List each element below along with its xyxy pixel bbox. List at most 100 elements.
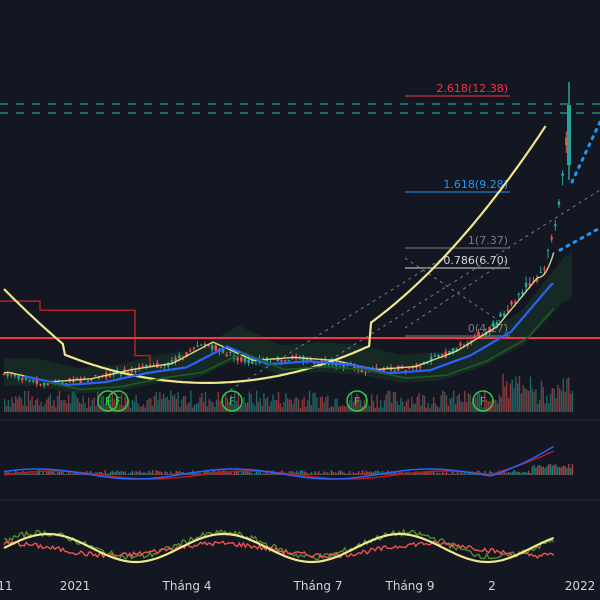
- volume-bar: [370, 394, 373, 412]
- volume-bar: [341, 405, 344, 412]
- volume-bar: [201, 393, 203, 412]
- candle-body: [492, 321, 495, 327]
- macd-histogram: [128, 473, 130, 475]
- macd-histogram: [179, 470, 181, 475]
- volume-bar: [195, 403, 198, 412]
- volume-bar: [400, 397, 402, 412]
- volume-bar: [447, 405, 450, 412]
- macd-histogram: [418, 472, 420, 475]
- volume-bar: [376, 394, 378, 412]
- macd-histogram: [177, 471, 179, 475]
- projection-dotted: [570, 120, 600, 184]
- volume-bar: [288, 399, 291, 412]
- volume-bar: [277, 392, 280, 412]
- candle-body: [429, 356, 433, 362]
- volume-bar: [454, 403, 457, 412]
- volume-bar: [184, 395, 187, 412]
- volume-bar: [217, 391, 219, 412]
- volume-bar: [137, 403, 139, 412]
- macd-histogram: [363, 472, 366, 475]
- volume-bar: [124, 396, 126, 412]
- volume-bar: [252, 403, 254, 412]
- macd-histogram: [80, 473, 83, 475]
- macd-histogram: [168, 473, 170, 475]
- volume-bar: [14, 396, 17, 412]
- volume-bar: [179, 407, 181, 412]
- macd-histogram: [571, 464, 574, 475]
- macd-histogram: [303, 471, 305, 475]
- candle-body: [108, 373, 112, 378]
- candle-body: [382, 367, 385, 373]
- macd-histogram: [336, 472, 338, 475]
- volume-bar: [307, 400, 309, 412]
- volume-bar: [484, 390, 486, 412]
- volume-bar: [427, 402, 429, 412]
- volume-bar: [155, 391, 157, 412]
- macd-histogram: [321, 473, 324, 475]
- macd-histogram: [454, 473, 457, 475]
- volume-bar: [442, 390, 444, 412]
- f-marker-circle: [346, 390, 368, 412]
- volume-bar: [314, 392, 316, 412]
- candle-body: [174, 357, 177, 362]
- fib-label: 2.618(12.38): [436, 82, 508, 95]
- volume-bar: [502, 373, 504, 412]
- volume-bar: [356, 393, 358, 412]
- volume-bar: [372, 400, 375, 412]
- candle-body: [440, 353, 444, 355]
- macd-histogram: [144, 472, 146, 475]
- fib-label: 0.786(6.70): [443, 254, 508, 267]
- macd-histogram: [327, 472, 329, 475]
- macd-histogram: [431, 472, 433, 475]
- kijun-line: [0, 300, 151, 368]
- candle-body: [528, 283, 531, 286]
- volume-bar: [228, 401, 230, 412]
- volume-bar: [4, 399, 6, 412]
- volume-bar: [192, 407, 194, 412]
- macd-histogram: [513, 470, 515, 475]
- candle-body: [455, 348, 458, 352]
- candle-body: [488, 326, 491, 333]
- volume-bar: [480, 395, 482, 412]
- macd-histogram: [451, 471, 453, 475]
- candle-body: [199, 344, 203, 346]
- macd-histogram: [447, 473, 450, 475]
- macd-histogram: [299, 470, 302, 475]
- volume-bar: [244, 403, 247, 412]
- volume-bar: [223, 405, 225, 412]
- volume-bar: [436, 406, 439, 412]
- macd-histogram: [246, 470, 249, 475]
- volume-bar: [7, 400, 10, 412]
- volume-bar: [111, 392, 114, 412]
- macd-histogram: [36, 470, 39, 475]
- volume-bar: [181, 399, 183, 412]
- macd-histogram: [109, 471, 112, 475]
- volume-bar: [330, 405, 333, 412]
- macd-histogram: [359, 473, 362, 475]
- macd-histogram: [58, 471, 61, 475]
- macd-histogram: [453, 472, 455, 475]
- macd-histogram: [506, 473, 508, 475]
- f-marker: F: [346, 390, 368, 412]
- macd-histogram: [411, 473, 413, 475]
- volume-bar: [369, 406, 371, 412]
- macd-histogram: [564, 465, 566, 475]
- macd-histogram: [288, 471, 291, 475]
- volume-bar: [202, 401, 205, 412]
- macd-histogram: [243, 470, 245, 475]
- candle-body: [225, 354, 228, 356]
- candle-body: [178, 354, 181, 359]
- candle-body: [433, 355, 437, 357]
- volume-bar: [153, 396, 156, 412]
- macd-histogram: [29, 473, 31, 475]
- volume-bar: [139, 406, 141, 412]
- macd-histogram: [100, 471, 103, 475]
- macd-histogram: [212, 470, 214, 475]
- volume-bar: [197, 402, 199, 412]
- candle-body: [86, 380, 90, 382]
- candle-body: [393, 370, 396, 372]
- volume-bar: [31, 395, 33, 412]
- macd-histogram: [133, 473, 136, 475]
